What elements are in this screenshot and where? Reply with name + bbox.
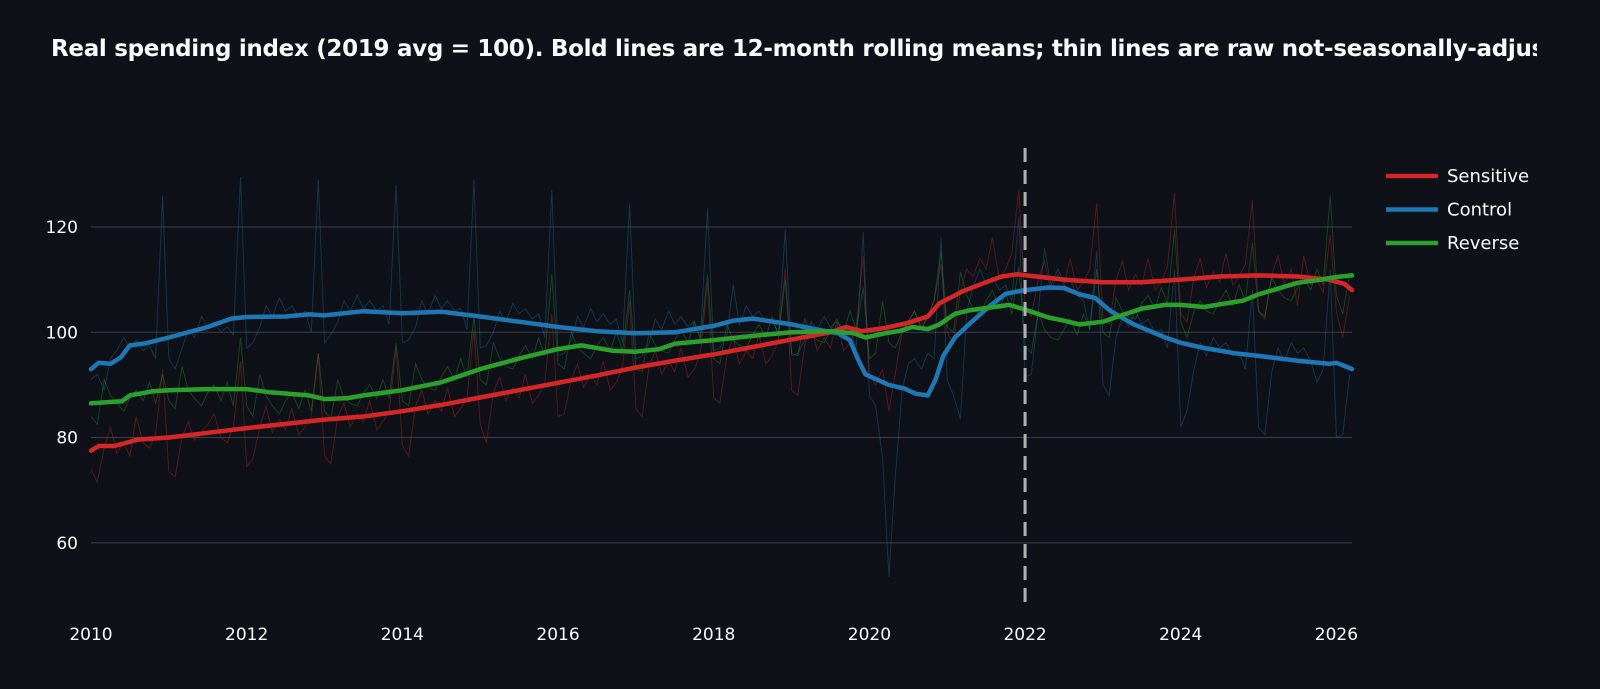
x-tick-label-2014: 2014: [381, 625, 424, 645]
x-tick-label-2020: 2020: [848, 625, 891, 645]
raw-line-reverse: [90, 195, 1351, 426]
axis-tick-labels: 60 80 100 120 2010 2012 2014 2016 2018 2020 2022 20…: [46, 218, 1359, 645]
x-tick-label-2024: 2024: [1159, 625, 1202, 645]
x-tick-label-2022: 2022: [1003, 625, 1046, 645]
chart-title: Real spending index (2019 avg = 100). Bo…: [51, 36, 1537, 62]
rolling-series-layer: [88, 272, 1355, 453]
y-tick-label-80: 80: [56, 429, 78, 449]
rolling-line-control: [88, 285, 1355, 398]
legend-label-reverse: Reverse: [1447, 233, 1519, 254]
y-tick-label-60: 60: [56, 534, 78, 554]
x-tick-label-2010: 2010: [69, 625, 112, 645]
raw-line-control: [90, 176, 1351, 578]
x-tick-label-2026: 2026: [1315, 625, 1358, 645]
legend-label-control: Control: [1447, 200, 1512, 221]
x-tick-label-2016: 2016: [536, 625, 579, 645]
rolling-line-reverse: [88, 273, 1355, 406]
rolling-line-sensitive: [88, 272, 1355, 453]
y-tick-label-100: 100: [46, 323, 78, 343]
grid-layer: [91, 226, 1352, 544]
legend-label-sensitive: Sensitive: [1447, 166, 1529, 187]
raw-series-layer: [90, 176, 1351, 578]
x-tick-label-2012: 2012: [225, 625, 268, 645]
legend: Sensitive Control Reverse: [1386, 166, 1529, 254]
x-tick-label-2018: 2018: [692, 625, 735, 645]
y-tick-label-120: 120: [46, 218, 78, 238]
